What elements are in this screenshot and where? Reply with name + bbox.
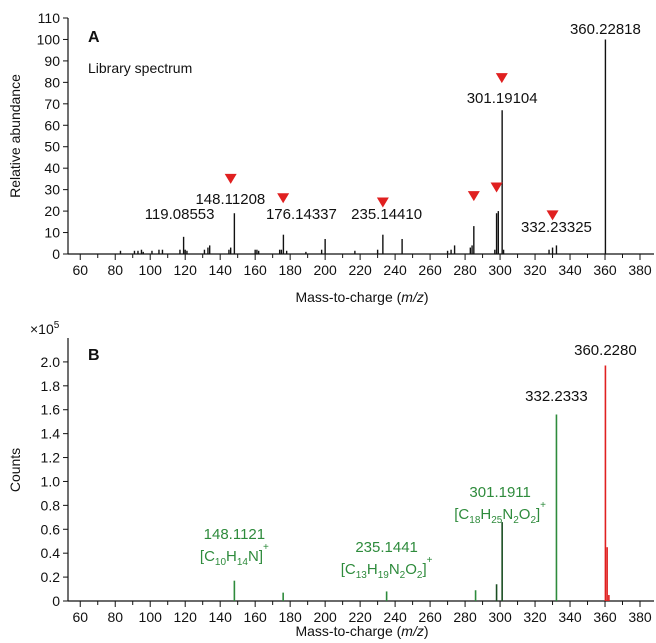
panel-b-x-tick-label: 280 <box>453 609 477 625</box>
panel-a-peak-label: 176.14337 <box>266 206 337 223</box>
panel-b-y-tick-label: 0.6 <box>41 521 61 537</box>
panel-a-y-tick-label: 80 <box>44 74 60 90</box>
panel-a-y-tick-label: 0 <box>52 246 60 262</box>
panel-a-red-marker <box>467 191 480 202</box>
panel-b-peak-label: 148.1121 <box>204 526 265 543</box>
panel-a-x-tick-label: 320 <box>523 262 547 278</box>
panel-b-x-tick-label: 180 <box>278 609 302 625</box>
panel-a-y-tick-label: 70 <box>44 96 60 112</box>
panel-a-x-tick-label: 160 <box>243 262 267 278</box>
panel-b-y-tick-label: 1.4 <box>41 426 61 442</box>
panel-a-y-tick-label: 60 <box>44 117 60 133</box>
panel-a-xlabel: Mass-to-charge (m/z) <box>295 289 428 305</box>
panel-a-red-marker <box>490 182 503 193</box>
panel-b-y-tick-label: 1.8 <box>41 378 61 394</box>
panel-a-peak-label: 119.08553 <box>145 206 215 223</box>
panel-b-x-tick-label: 260 <box>418 609 442 625</box>
panel-b-measured-spectrum: B ×105 0 0.2 0.4 0.6 0.8 1.0 1.2 1.4 1.6 1.8 2.0 60… <box>7 320 654 639</box>
panel-b-x-tick-label: 60 <box>72 609 88 625</box>
panel-a-peak-label: 332.23325 <box>521 219 592 236</box>
panel-a-x-tick-label: 240 <box>383 262 407 278</box>
panel-b-ylabel: Counts <box>7 448 23 492</box>
panel-b-y-tick-label: 1.6 <box>41 402 61 418</box>
panel-b-y-tick-label: 0.8 <box>41 497 61 513</box>
panel-b-y-tick-label: 0 <box>52 593 60 609</box>
panel-a-y-tick-label: 90 <box>44 53 60 69</box>
panel-a-red-marker <box>376 197 389 208</box>
panel-b-y-tick-label: 0.2 <box>41 569 61 585</box>
panel-a-y-tick-label: 100 <box>37 31 61 47</box>
panel-a-peak-label: 301.19104 <box>467 90 538 107</box>
panel-b-x-tick-label: 100 <box>139 609 163 625</box>
panel-a-library-spectrum: A Library spectrum 0 10 20 30 40 50 60 70 80 90 10… <box>7 10 654 305</box>
panel-a-y-tick-label: 50 <box>44 139 60 155</box>
panel-a-markers <box>224 73 559 221</box>
panel-a-peak-label: 360.22818 <box>570 21 641 38</box>
panel-b-x-tick-label: 300 <box>488 609 512 625</box>
panel-b-y-tick-label: 0.4 <box>41 545 61 561</box>
panel-b-x-tick-label: 240 <box>383 609 407 625</box>
panel-a-red-marker <box>546 210 559 221</box>
panel-b-formula: [C13​H19​N2​O2​]+ <box>341 555 433 581</box>
panel-a-x-tick-label: 380 <box>628 262 652 278</box>
panel-a-y-tick-label: 10 <box>44 225 60 241</box>
panel-a-x-tick-label: 100 <box>139 262 163 278</box>
panel-a-peak-label: 148.11208 <box>195 191 265 208</box>
panel-a-peaks <box>119 39 607 254</box>
panel-b-y-tick-label: 1.0 <box>41 473 61 489</box>
panel-b-peak-label: 301.1911 <box>469 484 530 501</box>
panel-a-red-marker <box>277 193 290 204</box>
panel-a-x-tick-label: 140 <box>209 262 233 278</box>
panel-a-red-marker <box>224 173 237 184</box>
panel-a-x-tick-label: 220 <box>348 262 372 278</box>
panel-b-y-tick-label: 1.2 <box>41 450 61 466</box>
panel-a-y-tick-label: 40 <box>44 160 60 176</box>
panel-b-peak-label: 235.1441 <box>355 539 418 556</box>
panel-b-yscale: ×105 <box>30 320 60 337</box>
panel-a-y-tick-label: 110 <box>38 10 61 26</box>
panel-b-axes: 0 0.2 0.4 0.6 0.8 1.0 1.2 1.4 1.6 1.8 2.0 60 80 100 12… <box>41 338 654 625</box>
panel-a-x-tick-label: 340 <box>558 262 582 278</box>
panel-a-peak-label: 235.14410 <box>351 206 422 223</box>
panel-a-x-tick-label: 280 <box>453 262 477 278</box>
panel-a-x-tick-label: 60 <box>72 262 88 278</box>
panel-a-axes: 0 10 20 30 40 50 60 70 80 90 100 110 60 80 100 120 140 16… <box>37 10 654 278</box>
panel-a-x-tick-label: 80 <box>107 262 123 278</box>
panel-b-formula: [C10​H14​N]+ <box>200 542 269 568</box>
panel-b-peak-label: 360.2280 <box>574 342 637 359</box>
panel-b-x-tick-label: 380 <box>628 609 652 625</box>
panel-a-x-tick-label: 200 <box>313 262 337 278</box>
panel-b-peak-labels: 360.2280 332.2333 301.1911 148.1121 235.1441… <box>200 342 637 581</box>
panel-b-x-tick-label: 140 <box>209 609 233 625</box>
panel-b-peaks <box>233 365 610 601</box>
panel-b-x-tick-label: 340 <box>558 609 582 625</box>
panel-a-red-marker <box>495 73 508 84</box>
panel-a-x-tick-label: 180 <box>278 262 302 278</box>
panel-b-x-tick-label: 200 <box>313 609 337 625</box>
panel-a-ylabel: Relative abundance <box>7 74 23 198</box>
panel-b-x-tick-label: 80 <box>107 609 123 625</box>
panel-b-letter: B <box>88 347 100 364</box>
panel-b-xlabel: Mass-to-charge (m/z) <box>295 623 428 639</box>
panel-a-letter: A <box>88 29 100 46</box>
panel-b-y-tick-label: 2.0 <box>41 354 61 370</box>
panel-a-y-tick-label: 30 <box>44 182 60 198</box>
panel-b-x-tick-label: 360 <box>593 609 617 625</box>
panel-a-subtitle: Library spectrum <box>88 60 192 76</box>
panel-b-x-tick-label: 160 <box>243 609 267 625</box>
panel-b-x-tick-label: 220 <box>348 609 372 625</box>
panel-a-x-tick-label: 360 <box>593 262 617 278</box>
panel-a-x-tick-label: 260 <box>418 262 442 278</box>
panel-b-x-tick-label: 320 <box>523 609 547 625</box>
panel-a-x-tick-label: 120 <box>174 262 198 278</box>
panel-b-peak-label: 332.2333 <box>525 388 588 405</box>
panel-b-x-tick-label: 120 <box>174 609 198 625</box>
panel-a-y-tick-label: 20 <box>44 203 60 219</box>
panel-b-formula: [C18​H25​N2​O2​]+ <box>454 500 546 526</box>
panel-a-x-tick-label: 300 <box>488 262 512 278</box>
